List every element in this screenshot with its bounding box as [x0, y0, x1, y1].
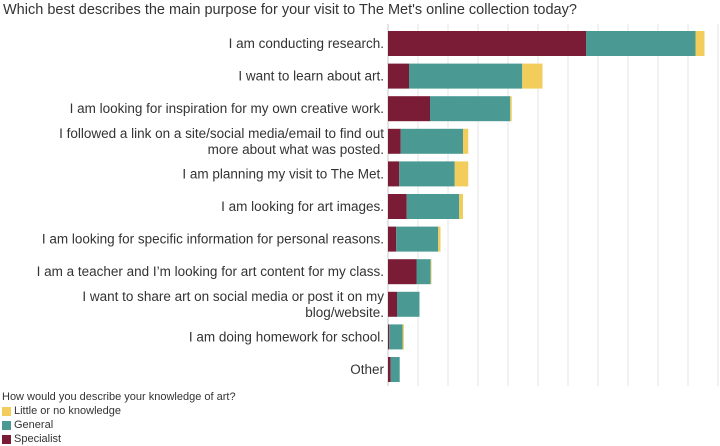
category-label: Other	[350, 362, 384, 377]
bar-segment-little-or-no-knowledge	[454, 161, 469, 187]
bar-segment-general	[430, 96, 511, 122]
bar-segment-general	[400, 128, 463, 154]
bar-segment-general	[399, 161, 455, 187]
legend-item: Little or no knowledge	[2, 404, 236, 418]
bar-segment-specialist	[388, 96, 430, 122]
bar-segment-specialist	[388, 259, 417, 285]
bar-segment-little-or-no-knowledge	[438, 226, 441, 252]
category-label: I am looking for inspiration for my own …	[70, 101, 384, 116]
bar-segment-specialist	[388, 161, 400, 187]
bar-segment-little-or-no-knowledge	[463, 128, 469, 154]
bar-segment-little-or-no-knowledge	[430, 259, 432, 285]
bar-segment-specialist	[388, 226, 397, 252]
category-label: I followed a link on a site/social media…	[59, 126, 384, 157]
bar-segment-specialist	[388, 291, 397, 317]
category-label: I want to learn about art.	[238, 69, 384, 84]
bar-segment-specialist	[388, 63, 409, 89]
bar-segment-specialist	[388, 128, 401, 154]
category-labels: I am conducting research. I want to learn…	[37, 36, 385, 377]
bar-segment-little-or-no-knowledge	[695, 31, 705, 56]
legend-item: General	[2, 418, 236, 432]
stacked-bar-chart: I am conducting research. I want to learn…	[37, 24, 719, 386]
legend-items: Little or no knowledge General Specialist	[2, 404, 236, 446]
legend: How would you describe your knowledge of…	[2, 390, 236, 446]
chart-title: Which best describes the main purpose fo…	[3, 2, 577, 18]
legend-swatch	[2, 406, 11, 416]
category-label: I am doing homework for school.	[189, 329, 384, 344]
bar-segment-general	[390, 357, 400, 382]
legend-title: How would you describe your knowledge of…	[2, 391, 236, 403]
bar-segment-specialist	[388, 357, 391, 382]
bar-segment-little-or-no-knowledge	[402, 324, 404, 350]
bar-segment-general	[416, 259, 431, 285]
category-label: I am looking for art images.	[221, 199, 384, 214]
legend-label: General	[14, 419, 54, 431]
bar-segment-little-or-no-knowledge	[522, 63, 543, 89]
legend-label: Little or no knowledge	[14, 405, 122, 417]
bar-segment-general	[409, 63, 523, 89]
legend-label: Specialist	[14, 433, 62, 445]
bar-segment-specialist	[388, 194, 407, 219]
bar-segment-little-or-no-knowledge	[459, 194, 463, 219]
category-label: I am looking for specific information fo…	[42, 232, 384, 247]
bar-segment-general	[396, 226, 439, 252]
category-label: I am conducting research.	[229, 36, 384, 51]
bar-segment-general	[406, 194, 460, 219]
bar-segment-general	[389, 324, 403, 350]
bar-segment-little-or-no-knowledge	[510, 96, 512, 122]
legend-item: Specialist	[2, 432, 236, 446]
bar-segment-general	[586, 31, 696, 56]
legend-swatch	[2, 420, 11, 430]
bars	[388, 31, 705, 382]
legend-swatch	[2, 434, 11, 444]
bar-segment-specialist	[388, 31, 586, 56]
category-label: I want to share art on social media or p…	[82, 289, 384, 320]
category-label: I am a teacher and I’m looking for art c…	[37, 264, 384, 279]
category-label: I am planning my visit to The Met.	[182, 166, 384, 181]
bar-segment-specialist	[388, 324, 390, 350]
bar-segment-general	[397, 291, 420, 317]
